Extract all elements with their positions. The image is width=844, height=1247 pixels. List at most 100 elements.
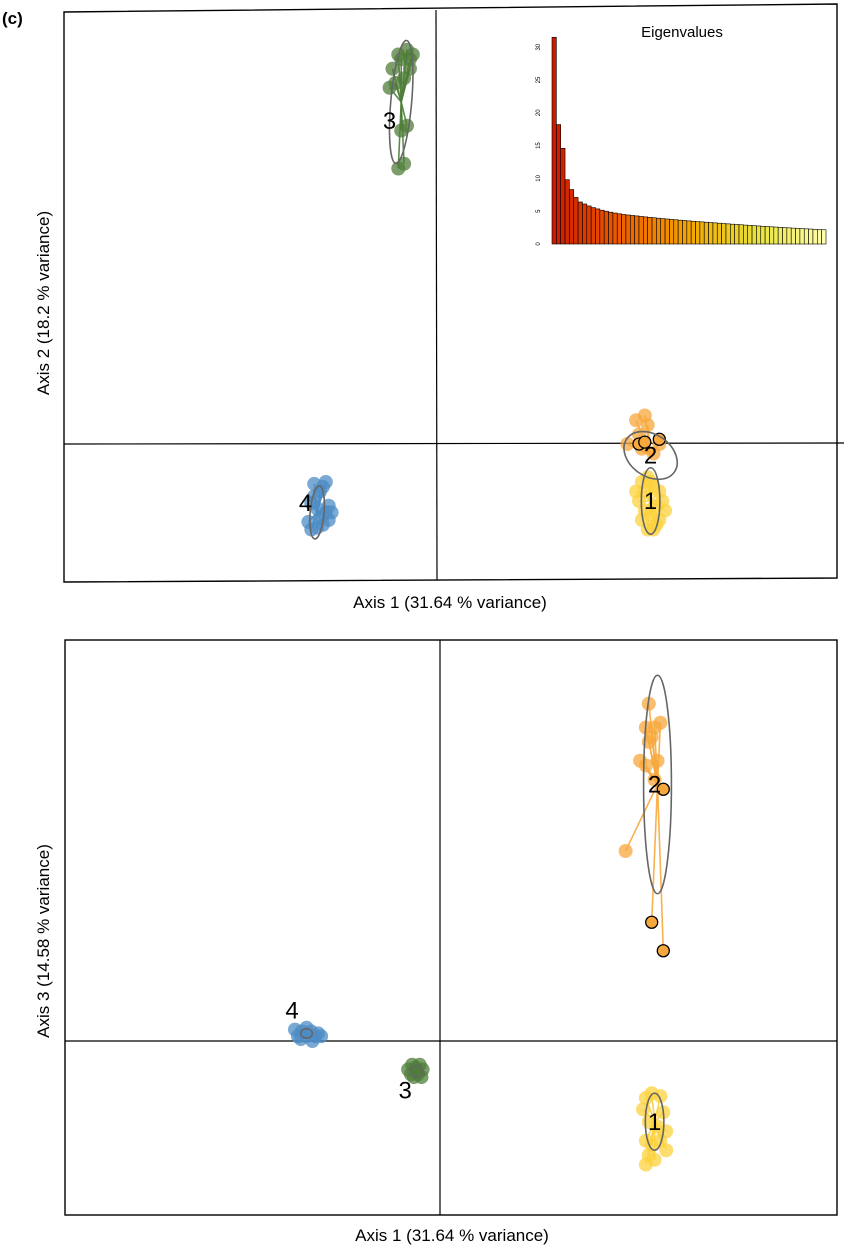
bottom-cluster-4-point: [314, 1029, 329, 1044]
eigenvalue-bar: [782, 227, 788, 245]
eigenvalue-bar: [760, 225, 766, 245]
eigenvalue-bar: [743, 224, 749, 245]
eigenvalue-y-tick-label: 30: [536, 43, 542, 50]
eigenvalue-bar: [812, 229, 818, 245]
top-cluster-3-point: [397, 156, 412, 171]
top-cluster-2-point: [640, 418, 655, 432]
top-cluster-2-outlined-point: [652, 432, 666, 446]
bottom-cluster-2-outlined-point: [656, 782, 670, 796]
top-cluster-1-ellipse: [640, 466, 661, 536]
top-cluster-2-outlined-point: [638, 435, 652, 449]
top-cluster-4: 4: [299, 475, 339, 540]
top-cluster-4-point: [318, 475, 333, 489]
bottom-cluster-3-ellipse: [410, 1064, 424, 1078]
eigenvalue-bar: [699, 221, 705, 245]
bottom-cluster-2-spoke: [650, 784, 659, 923]
top-cluster-3: 3: [382, 39, 420, 176]
top-cluster-3-point: [382, 80, 397, 95]
bottom-cluster-2-point: [644, 730, 659, 744]
top-cluster-4-point: [324, 505, 339, 520]
top-y-axis-title: Axis 2 (18.2 % variance): [34, 211, 53, 395]
eigenvalue-bar: [556, 124, 561, 245]
top-cluster-4-ellipse: [308, 485, 326, 540]
eigenvalue-bar: [612, 212, 618, 245]
eigenvalue-bar: [764, 226, 770, 245]
bottom-cluster-1-ellipse: [644, 1092, 665, 1152]
eigenvalue-bar: [621, 214, 627, 245]
eigenvalue-bar: [721, 223, 727, 245]
eigenvalue-bar: [712, 222, 718, 245]
eigenvalue-bar: [586, 205, 592, 245]
eigenvalue-bar: [677, 219, 683, 245]
eigenvalue-bar: [569, 189, 575, 245]
bottom-cluster-1-point: [638, 1157, 653, 1172]
eigenvalue-bar: [786, 227, 792, 245]
eigenvalue-bar: [773, 226, 779, 245]
panel-label: (c): [2, 9, 23, 28]
bottom-cluster-4-label: 4: [285, 998, 298, 1025]
eigenvalue-bar: [686, 220, 692, 245]
eigenvalue-bar: [647, 217, 653, 245]
bottom-x-axis-title: Axis 1 (31.64 % variance): [355, 1226, 549, 1245]
top-cluster-2-point: [646, 446, 661, 461]
top-cluster-2-label: 2: [644, 442, 657, 469]
eigenvalue-bar: [751, 225, 757, 245]
eigenvalue-bar: [708, 222, 714, 245]
eigenvalue-y-tick-label: 20: [536, 109, 542, 116]
bottom-cluster-2-spoke: [624, 784, 659, 852]
bottom-cluster-2-point: [647, 772, 662, 787]
eigenvalue-bar: [682, 220, 688, 245]
eigenvalue-bar: [551, 36, 557, 245]
bottom-cluster-2-ellipse: [642, 674, 673, 895]
top-cluster-1-point: [658, 503, 673, 518]
top-cluster-3-ellipse: [388, 39, 414, 165]
eigenvalue-bar: [821, 229, 827, 245]
top-cluster-3-point: [405, 47, 420, 62]
top-cluster-1: 1: [629, 466, 673, 537]
bottom-cluster-2-point: [653, 715, 668, 730]
bottom-cluster-1-point: [659, 1143, 674, 1158]
eigenvalue-y-tick-label: 25: [536, 76, 542, 83]
top-cluster-4-label: 4: [299, 490, 312, 517]
eigenvalues-title: Eigenvalues: [641, 24, 723, 41]
bottom-plot-marks: 1 2 3 4: [285, 674, 674, 1172]
eigenvalue-bar: [656, 217, 662, 245]
bottom-cluster-1: 1: [636, 1086, 674, 1172]
eigenvalue-bar: [725, 223, 731, 245]
eigenvalue-bar: [651, 217, 657, 245]
eigenvalue-bar: [795, 228, 801, 245]
bottom-cluster-2-outlined-point: [656, 944, 670, 958]
top-scatter-plot: 1 2 3 4 Axis 1 (31.64 % variance) Axis 2 (1…: [34, 3, 844, 612]
eigenvalue-bar: [799, 228, 805, 245]
bottom-cluster-4-point: [299, 1020, 314, 1035]
eigenvalue-bar: [703, 221, 709, 245]
eigenvalue-bar: [817, 229, 822, 245]
eigenvalues-bars: [551, 36, 827, 245]
top-cluster-4-point: [313, 511, 327, 526]
bottom-cluster-1-label: 1: [648, 1109, 661, 1136]
eigenvalues-inset: Eigenvalues 0 5 10 15 20 25 30: [536, 24, 827, 246]
eigenvalue-bar: [582, 203, 588, 245]
eigenvalue-bar: [660, 218, 666, 245]
eigenvalue-bar: [777, 227, 783, 245]
top-cluster-2-ellipse: [623, 430, 679, 481]
top-cluster-1-point: [629, 484, 644, 499]
eigenvalue-bar: [595, 208, 601, 245]
top-cluster-3-label: 3: [383, 108, 396, 135]
top-cluster-1-label: 1: [644, 488, 657, 515]
top-plot-horizontal-origin-line: [63, 442, 844, 445]
top-cluster-3-point: [402, 61, 417, 76]
eigenvalue-bar: [756, 225, 762, 245]
eigenvalue-bar: [790, 227, 796, 245]
eigenvalue-y-tick-label: 10: [536, 174, 542, 181]
top-plot-marks: 1 2 3 4: [299, 39, 679, 540]
eigenvalue-bar: [669, 219, 675, 245]
eigenvalue-bar: [769, 226, 775, 245]
top-plot-frame: [63, 3, 838, 583]
eigenvalue-bar: [808, 228, 814, 245]
eigenvalue-bar: [643, 216, 648, 245]
eigenvalue-bar: [634, 215, 640, 245]
bottom-cluster-2: 2: [618, 674, 673, 958]
eigenvalue-y-tick-label: 5: [536, 209, 542, 213]
